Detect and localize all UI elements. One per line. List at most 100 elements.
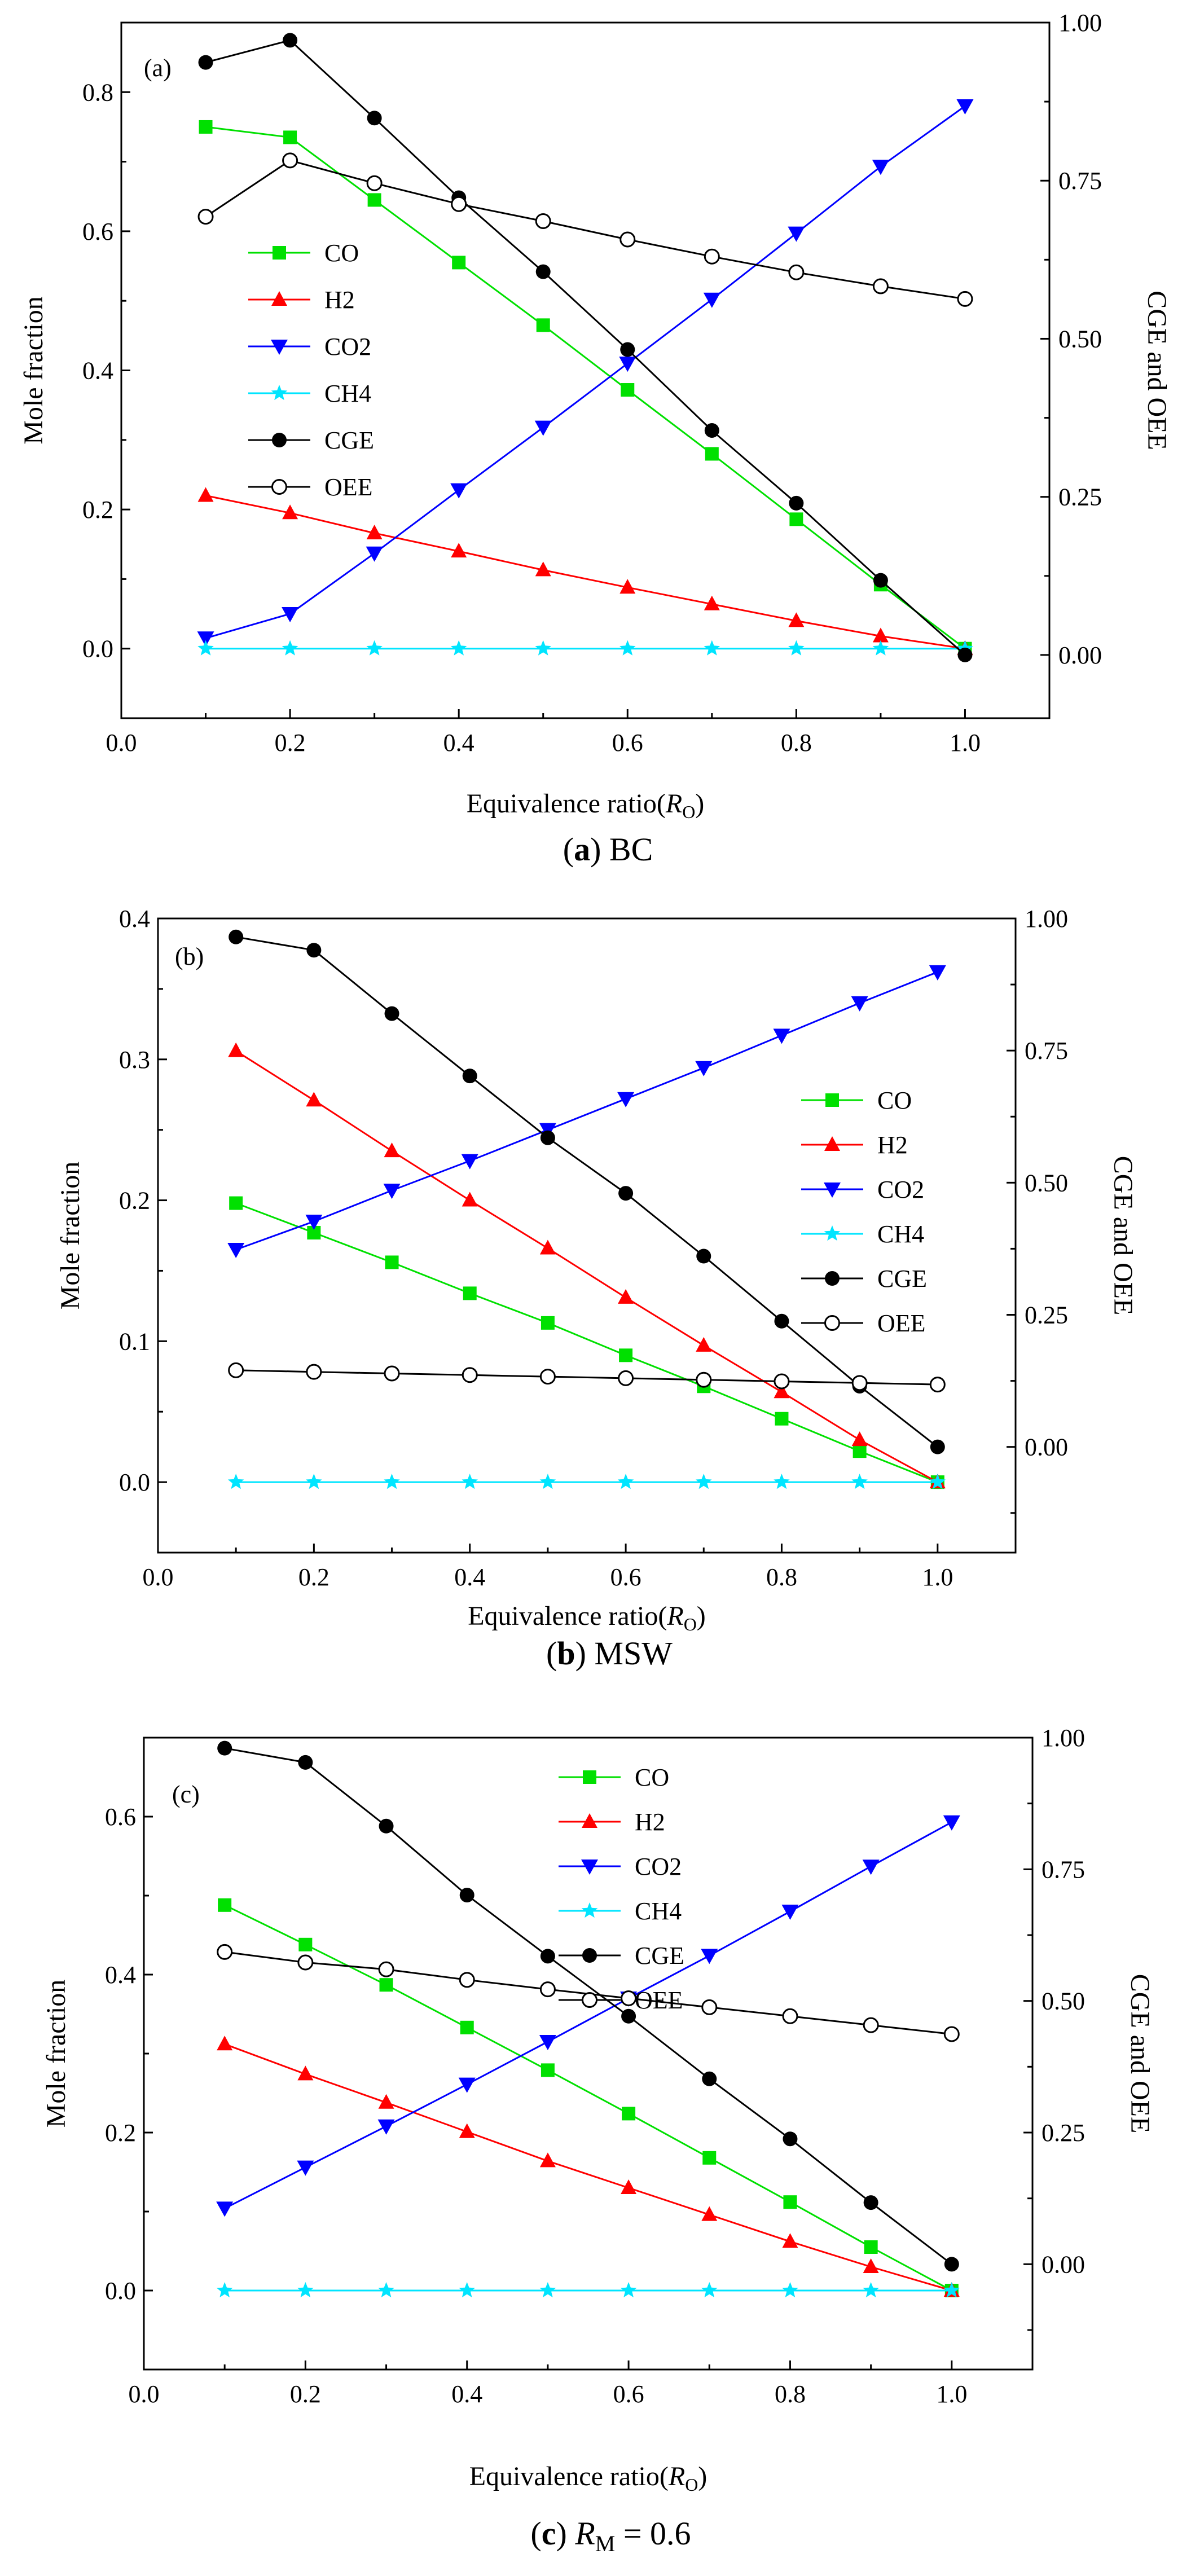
x-axis-label: Equivalence ratio(RO) bbox=[467, 789, 705, 822]
x-tick-label: 1.0 bbox=[922, 1563, 953, 1591]
data-point-co bbox=[775, 1412, 789, 1426]
series-oee bbox=[228, 1362, 946, 1393]
data-point-cge bbox=[198, 55, 213, 70]
legend-label: CH4 bbox=[635, 1897, 682, 1925]
legend-marker bbox=[271, 291, 287, 306]
data-point-h2 bbox=[297, 2065, 314, 2081]
data-point-ch4 bbox=[620, 2282, 637, 2298]
data-point-co2 bbox=[619, 357, 636, 372]
series-oee bbox=[197, 152, 973, 307]
y-tick-label: 0.2 bbox=[82, 496, 113, 524]
data-point-co2 bbox=[461, 1154, 478, 1170]
x-tick-label: 0.6 bbox=[612, 729, 643, 757]
data-point-ch4 bbox=[943, 2282, 960, 2298]
panel-label: (a) bbox=[144, 54, 172, 82]
data-point-cge bbox=[229, 929, 244, 944]
data-point-h2 bbox=[618, 1289, 634, 1304]
data-point-ch4 bbox=[216, 2282, 233, 2298]
data-point-co bbox=[452, 256, 466, 270]
data-point-oee bbox=[851, 1375, 868, 1391]
data-point-ch4 bbox=[450, 640, 467, 656]
data-point-co2 bbox=[788, 226, 805, 242]
y-tick-label: 0.2 bbox=[119, 1187, 150, 1215]
legend-marker bbox=[825, 1093, 839, 1107]
legend-label: CO bbox=[877, 1087, 912, 1114]
legend-label: CO2 bbox=[324, 333, 371, 361]
data-point-oee bbox=[197, 209, 214, 225]
series-line-oee bbox=[205, 159, 965, 300]
legend-label: CH4 bbox=[324, 380, 371, 407]
data-point-oee bbox=[384, 1365, 400, 1382]
data-point-h2 bbox=[539, 2152, 556, 2168]
y2-axis-label: CGE and OEE bbox=[1125, 1974, 1155, 2134]
series-ch4 bbox=[227, 1474, 946, 1489]
series-co bbox=[229, 1196, 944, 1489]
data-point-cge bbox=[696, 1249, 711, 1264]
data-point-oee bbox=[929, 1377, 946, 1393]
y2-tick-label: 0.75 bbox=[1058, 167, 1102, 195]
data-point-co2 bbox=[216, 2201, 234, 2217]
data-point-co bbox=[789, 512, 803, 526]
data-point-h2 bbox=[217, 2036, 233, 2051]
y2-tick-label: 0.25 bbox=[1025, 1302, 1068, 1329]
data-point-oee bbox=[459, 1972, 475, 1988]
data-point-h2 bbox=[306, 1092, 322, 1107]
data-point-cge bbox=[540, 1130, 555, 1145]
data-point-co bbox=[705, 447, 719, 461]
data-point-co2 bbox=[377, 2119, 395, 2135]
series-h2 bbox=[217, 2036, 960, 2297]
x-tick-label: 1.0 bbox=[936, 2380, 967, 2408]
data-point-co bbox=[283, 130, 297, 144]
data-point-ch4 bbox=[366, 640, 383, 656]
legend-marker bbox=[582, 1813, 597, 1828]
data-point-co2 bbox=[539, 2035, 556, 2050]
data-point-oee bbox=[366, 175, 383, 191]
legend-marker bbox=[825, 1271, 840, 1286]
data-point-oee bbox=[306, 1364, 322, 1380]
legend-item-ch4: CH4 bbox=[801, 1220, 924, 1248]
y-tick-label: 0.1 bbox=[119, 1327, 150, 1355]
data-point-cge bbox=[621, 2008, 636, 2024]
data-point-h2 bbox=[228, 1042, 244, 1057]
data-point-oee bbox=[535, 213, 551, 229]
panel-caption: (a) BC bbox=[563, 831, 653, 868]
legend-label: OEE bbox=[877, 1309, 926, 1337]
data-point-co bbox=[621, 383, 635, 397]
legend-label: CGE bbox=[635, 1942, 684, 1970]
series-h2 bbox=[197, 487, 973, 655]
data-point-co2 bbox=[450, 483, 468, 499]
y-tick-label: 0.0 bbox=[119, 1469, 150, 1496]
legend-item-oee: OEE bbox=[559, 1986, 683, 2014]
legend-marker bbox=[824, 1315, 840, 1331]
data-point-oee bbox=[774, 1373, 790, 1390]
y-tick-label: 0.0 bbox=[82, 635, 113, 663]
data-point-cge bbox=[459, 1888, 474, 1903]
y2-tick-label: 0.50 bbox=[1058, 325, 1102, 353]
data-point-ch4 bbox=[535, 640, 551, 656]
data-point-h2 bbox=[197, 487, 214, 502]
legend-label: CO2 bbox=[635, 1853, 682, 1880]
chart-panel-c: 0.0 0.2 0.4 0.6 0.8 1.0 0.0 0.2 0.4 0.6 0.00 0.25 0.… bbox=[41, 1724, 1155, 2556]
data-point-cge bbox=[379, 1818, 394, 1834]
data-point-cge bbox=[217, 1740, 232, 1756]
data-point-ch4 bbox=[282, 640, 298, 656]
data-point-ch4 bbox=[619, 640, 636, 656]
legend-marker bbox=[824, 1225, 841, 1241]
data-point-h2 bbox=[696, 1337, 712, 1352]
data-point-co2 bbox=[305, 1215, 323, 1230]
legend-item-oee: OEE bbox=[801, 1309, 926, 1337]
series-line-cge bbox=[224, 1747, 952, 2265]
chart-panel-b: 0.0 0.2 0.4 0.6 0.8 1.0 0.0 0.1 0.2 0.3 0.4 0.00 0.2… bbox=[55, 905, 1138, 1672]
legend-label: CH4 bbox=[877, 1220, 924, 1248]
data-point-ch4 bbox=[782, 2282, 798, 2298]
legend-item-co: CO bbox=[801, 1087, 912, 1114]
data-point-ch4 bbox=[851, 1474, 868, 1489]
data-point-ch4 bbox=[462, 1474, 478, 1489]
series-line-oee bbox=[236, 1369, 938, 1386]
data-point-h2 bbox=[704, 595, 720, 610]
legend: CO H2 CO2 CH4 CGE OEE bbox=[248, 239, 374, 501]
data-point-oee bbox=[462, 1367, 478, 1383]
panel-label: (c) bbox=[172, 1781, 200, 1808]
series-line-co bbox=[224, 1904, 952, 2292]
